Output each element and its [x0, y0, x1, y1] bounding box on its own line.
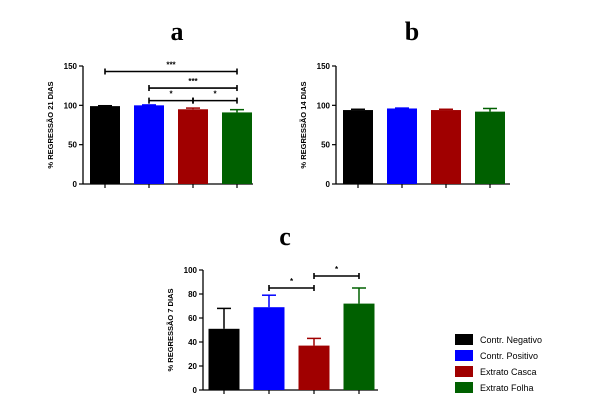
significance-label: *	[213, 90, 217, 99]
panel-letter-a: a	[171, 17, 184, 46]
bar	[90, 106, 120, 184]
bar	[134, 105, 164, 184]
y-axis-label: % REGRESSÃO 21 DIAS	[46, 81, 55, 168]
bar	[431, 110, 461, 184]
significance-label: *	[290, 277, 294, 286]
y-tick-label: 100	[184, 266, 198, 275]
bar	[387, 108, 417, 184]
legend-swatch	[455, 382, 473, 393]
legend-label: Extrato Casca	[480, 367, 537, 377]
legend-label: Extrato Folha	[480, 383, 534, 393]
y-tick-label: 100	[64, 101, 78, 110]
y-tick-label: 150	[317, 62, 331, 71]
bar	[298, 345, 330, 390]
legend-swatch	[455, 334, 473, 345]
legend-swatch	[455, 366, 473, 377]
significance-label: *	[169, 90, 173, 99]
legend-swatch	[455, 350, 473, 361]
legend-label: Contr. Negativo	[480, 335, 542, 345]
y-tick-label: 50	[68, 141, 77, 150]
y-tick-label: 20	[188, 362, 197, 371]
significance-label: ***	[166, 61, 176, 70]
y-tick-label: 50	[321, 141, 330, 150]
significance-label: *	[335, 265, 339, 274]
significance-label: ***	[188, 77, 198, 86]
y-tick-label: 80	[188, 290, 197, 299]
legend: Contr. Negativo Contr. Positivo Extrato Ca…	[455, 334, 542, 393]
bar	[178, 109, 208, 184]
panel-letter-c: c	[279, 222, 291, 251]
bar	[208, 328, 240, 390]
y-tick-label: 100	[317, 101, 331, 110]
y-axis-label: % REGRESSÃO 14 DIAS	[299, 81, 308, 168]
y-tick-label: 150	[64, 62, 78, 71]
panel-letter-b: b	[405, 17, 419, 46]
y-tick-label: 60	[188, 314, 197, 323]
y-tick-label: 40	[188, 338, 197, 347]
panel-c-chart: 0 20 40 60 80 100 % REGRESSÃO 7 DIAS * *	[166, 265, 378, 395]
legend-label: Contr. Positivo	[480, 351, 538, 361]
bar	[253, 307, 285, 390]
y-axis-label: % REGRESSÃO 7 DIAS	[166, 289, 175, 372]
bar	[343, 110, 373, 184]
panel-b-chart: 0 50 100 150 % REGRESSÃO 14 DIAS	[299, 62, 510, 189]
y-tick-label: 0	[326, 180, 331, 189]
bar	[343, 303, 375, 390]
y-tick-label: 0	[73, 180, 78, 189]
bar	[222, 112, 252, 184]
y-tick-label: 0	[193, 386, 198, 395]
bar	[475, 111, 505, 184]
